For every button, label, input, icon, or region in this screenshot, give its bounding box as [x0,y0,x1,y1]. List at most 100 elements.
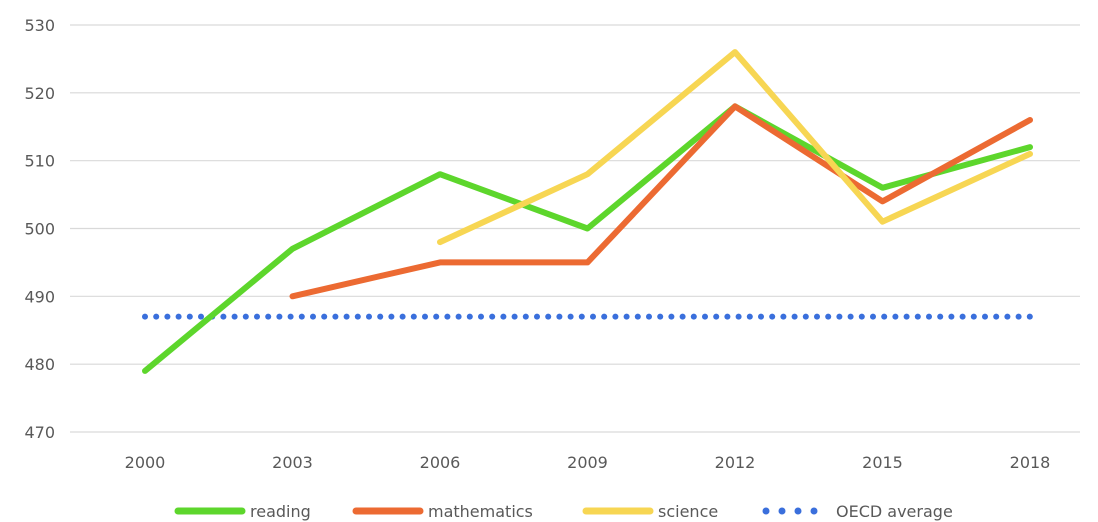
oecd-dot [690,313,697,320]
oecd-dot [970,313,977,320]
x-tick-label: 2003 [272,453,313,472]
oecd-dot [444,313,451,320]
x-axis-ticks: 2000 2003 2006 2009 2012 2015 2018 [125,453,1051,472]
oecd-dot [713,313,720,320]
x-tick-label: 2000 [125,453,166,472]
oecd-dot [802,313,809,320]
oecd-dot [646,313,652,320]
legend-swatch [762,507,770,515]
oecd-dot [892,313,899,320]
oecd-dot [791,313,798,320]
oecd-dot [534,313,540,320]
gridlines [70,24,1080,433]
oecd-dot [657,313,664,320]
oecd-dot [231,313,238,320]
y-tick-label: 510 [24,152,55,171]
oecd-dot [164,313,171,320]
oecd-dot [220,313,227,320]
oecd-dot [175,313,182,320]
oecd-dot [422,313,428,320]
y-tick-label: 500 [24,220,55,239]
oecd-dot [1004,313,1011,320]
series-oecd-average [142,313,1033,320]
oecd-dot [702,313,708,320]
x-tick-label: 2015 [862,453,903,472]
oecd-dot [735,313,742,320]
legend-item-reading: reading [174,502,311,521]
series-line [142,103,1033,374]
oecd-dot [881,313,888,320]
oecd-dot [466,313,473,320]
oecd-dot [242,313,249,320]
oecd-dot [870,313,876,320]
y-tick-label: 520 [24,84,55,103]
oecd-dot [847,313,854,320]
oecd-dot [959,313,966,320]
series-reading [142,103,1033,374]
oecd-dot [556,313,563,320]
oecd-dot [567,313,574,320]
oecd-dot [858,313,865,320]
oecd-dot [455,313,462,320]
oecd-dot [332,313,339,320]
oecd-dot [825,313,832,320]
oecd-dot [265,313,272,320]
x-tick-label: 2012 [715,453,756,472]
oecd-dot [1026,313,1033,320]
oecd-dot [668,313,675,320]
oecd-dot [410,313,417,320]
legend-label: reading [250,502,311,521]
series-science [437,49,1033,246]
oecd-dot [399,313,406,320]
oecd-dot [903,313,910,320]
oecd-dot [354,313,361,320]
oecd-dot [679,313,686,320]
oecd-dot [522,313,529,320]
x-tick-label: 2018 [1010,453,1051,472]
oecd-dot [914,313,921,320]
oecd-dot [814,313,820,320]
oecd-dot [388,313,395,320]
oecd-dot [601,313,608,320]
oecd-dot [254,313,260,320]
legend-label: mathematics [428,502,533,521]
oecd-dot [186,313,193,320]
legend-swatch [794,507,802,515]
x-tick-label: 2006 [420,453,461,472]
oecd-dot [769,313,776,320]
oecd-dot [948,313,955,320]
oecd-dot [276,313,283,320]
oecd-dot [724,313,731,320]
legend-label: science [658,502,718,521]
y-tick-label: 490 [24,287,55,306]
oecd-dot [993,313,1000,320]
legend-item-science: science [582,502,718,521]
oecd-dot [489,313,496,320]
oecd-dot [310,313,316,320]
y-tick-label: 480 [24,355,55,374]
series-mathematics [289,103,1033,300]
oecd-dot [623,313,630,320]
oecd-dot [478,313,484,320]
oecd-dot [343,313,350,320]
series-line [437,49,1033,246]
oecd-dot [1015,313,1022,320]
oecd-dot [545,313,552,320]
legend-swatch [810,507,818,515]
series-line [289,103,1033,300]
oecd-dot [433,313,440,320]
oecd-dot [590,313,596,320]
legend-swatch [778,507,786,515]
y-axis-ticks: 470 480 490 500 510 520 530 [24,16,55,442]
oecd-dot [780,313,787,320]
oecd-dot [836,313,843,320]
oecd-dot [612,313,619,320]
oecd-dot [198,313,204,320]
oecd-dot [287,313,294,320]
oecd-dot [578,313,585,320]
oecd-dot [377,313,384,320]
x-tick-label: 2009 [567,453,608,472]
oecd-dot [634,313,641,320]
series-lines [142,49,1033,374]
